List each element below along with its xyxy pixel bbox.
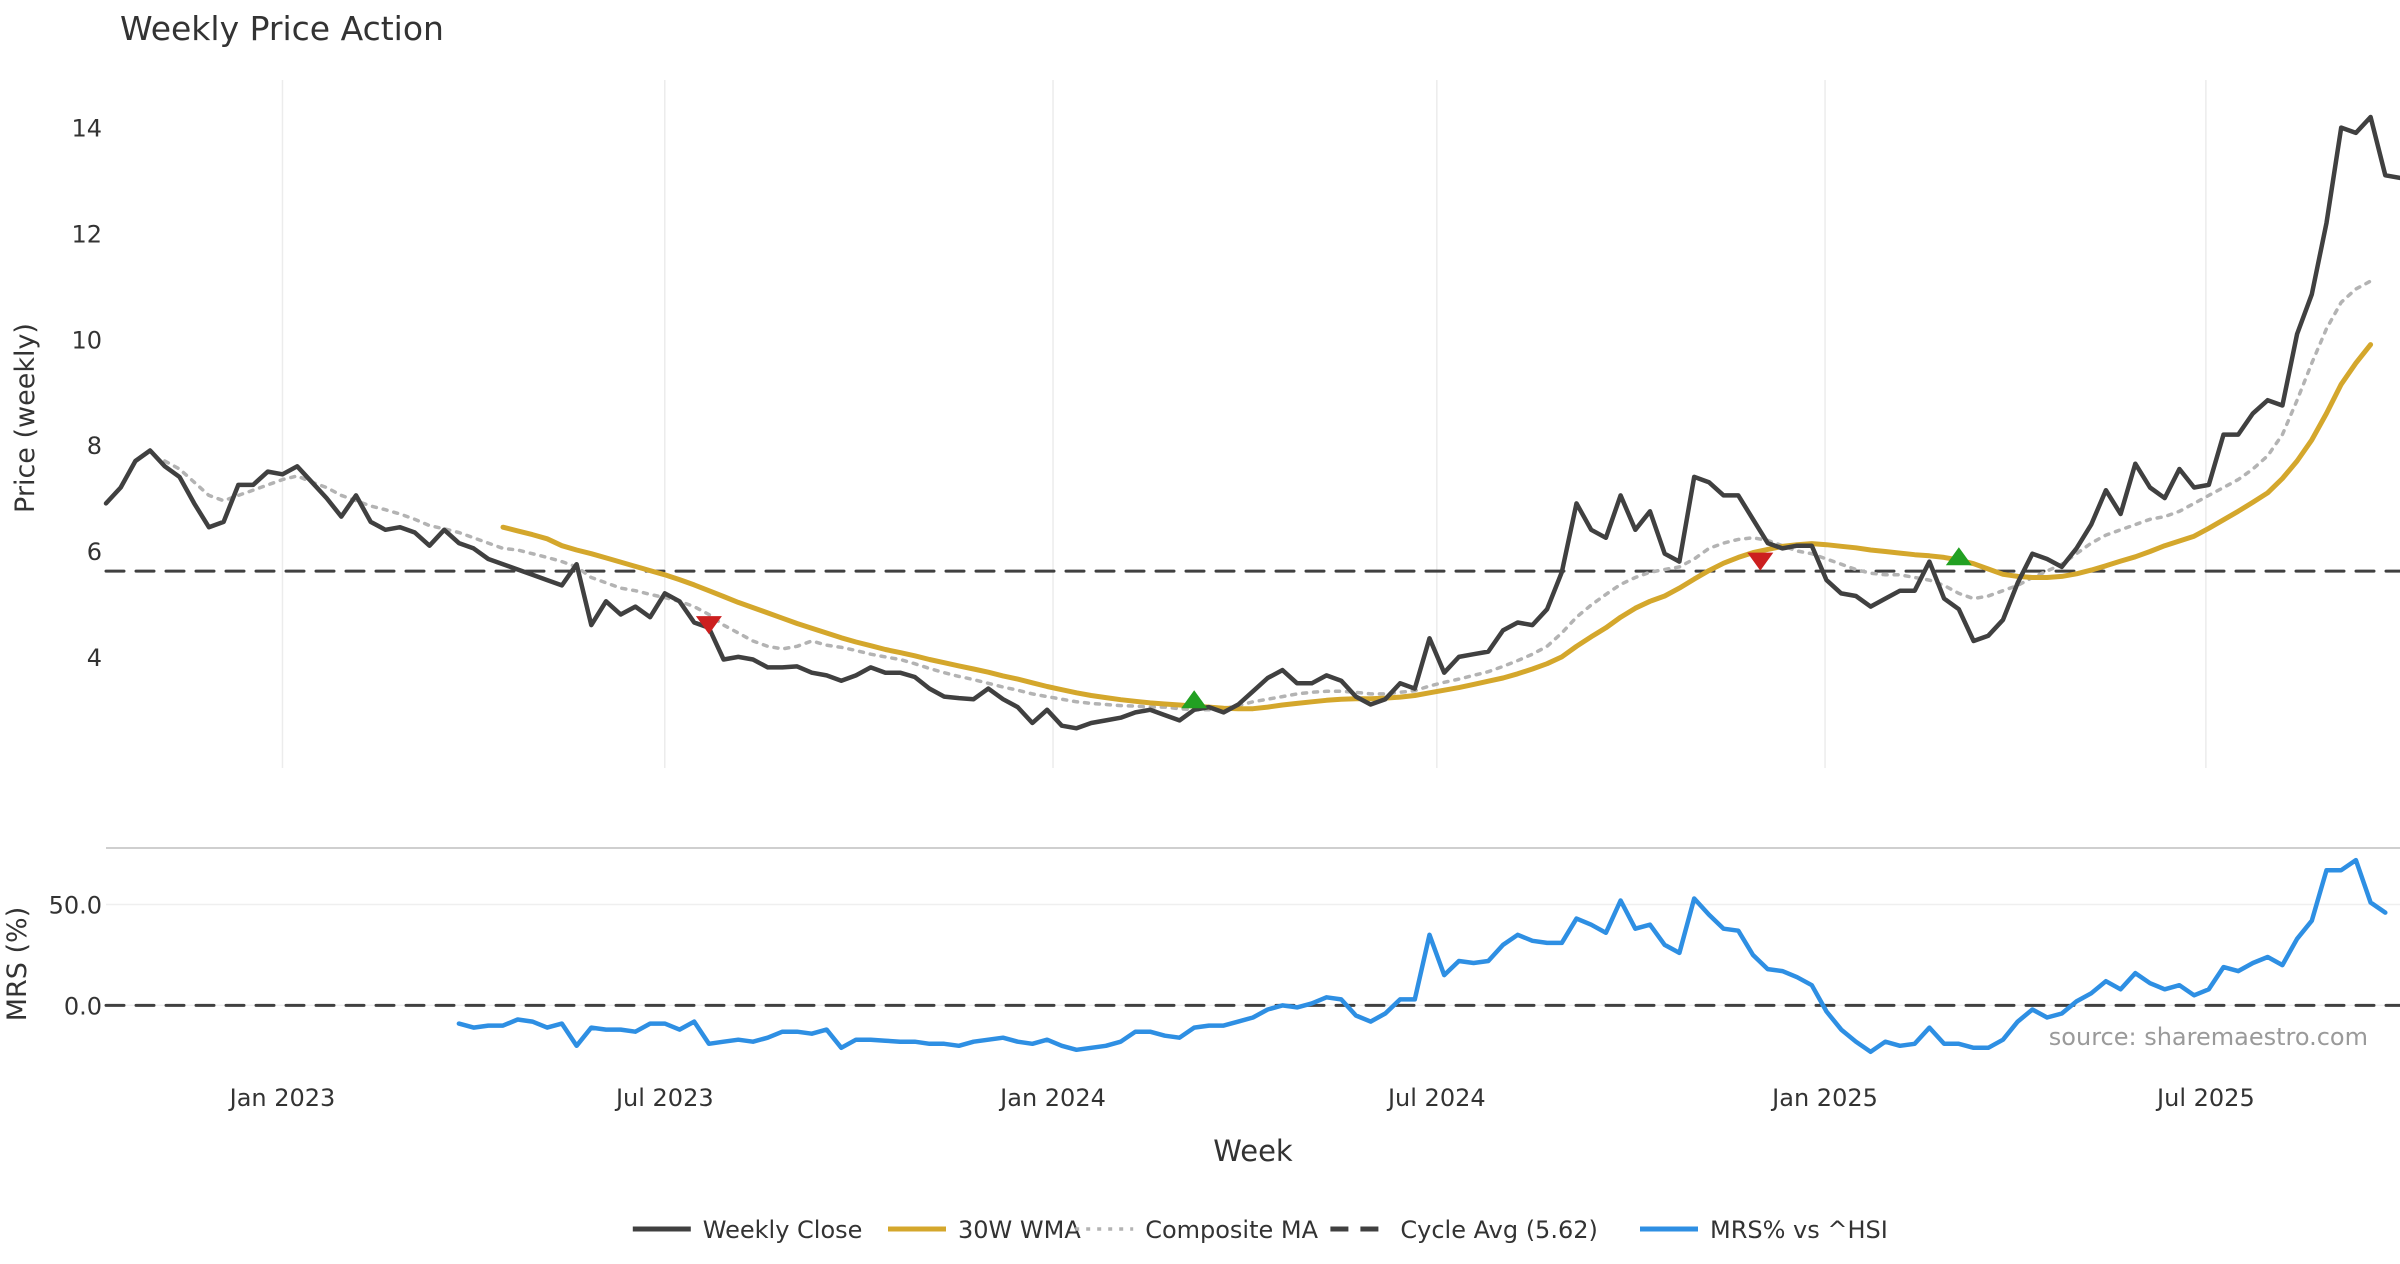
x-tick-jul-2023: Jul 2023 (614, 1084, 714, 1112)
x-tick-jul-2025: Jul 2025 (2155, 1084, 2255, 1112)
watermark: source: sharemaestro.com (2049, 1023, 2368, 1051)
x-tick-jul-2024: Jul 2024 (1386, 1084, 1486, 1112)
mrs-y-tick-0-0: 0.0 (64, 992, 102, 1020)
series-mrs-vs-hsi (456, 857, 2388, 1055)
legend-label-composite-ma: Composite MA (1145, 1216, 1318, 1244)
legend: Weekly Close 30W WMA Composite MA Cycle Avg… (632, 1216, 1888, 1244)
price-y-tick-8: 8 (87, 432, 102, 460)
mrs-y-axis-label: MRS (%) (2, 907, 33, 1022)
legend-label-cycle-avg-5-62: Cycle Avg (5.62) (1400, 1216, 1597, 1244)
price-y-tick-10: 10 (71, 326, 102, 354)
buy-signal-marker-4 (1945, 547, 1972, 566)
legend-label-30w-wma: 30W WMA (958, 1216, 1081, 1244)
price-y-axis-label: Price (weekly) (10, 323, 41, 513)
x-gridlines (281, 80, 2207, 768)
signal-markers (695, 547, 1972, 709)
series-composite-ma (163, 279, 2373, 712)
x-axis-label: Week (1213, 1134, 1293, 1168)
chart-title: Weekly Price Action (120, 9, 444, 48)
series-30w-wma (500, 342, 2374, 712)
x-tick-jan-2023: Jan 2023 (228, 1084, 336, 1112)
buy-signal-marker-2 (1181, 690, 1208, 709)
price-y-ticks: 4 6 8 10 12 14 (71, 115, 102, 672)
price-series-group (103, 114, 2400, 731)
price-y-tick-14: 14 (71, 115, 102, 143)
sell-signal-marker-1 (695, 616, 722, 635)
price-y-tick-4: 4 (87, 644, 102, 672)
legend-label-weekly-close: Weekly Close (703, 1216, 863, 1244)
x-tick-labels: Jan 2023 Jul 2023 Jan 2024 Jul 2024 Jan 2025… (228, 1084, 2255, 1112)
x-tick-jan-2025: Jan 2025 (1770, 1084, 1878, 1112)
x-tick-jan-2024: Jan 2024 (998, 1084, 1106, 1112)
mrs-series-group (104, 857, 2400, 1055)
sell-signal-marker-3 (1747, 552, 1774, 571)
mrs-y-tick-50-0: 50.0 (49, 892, 102, 920)
mrs-y-ticks: 0.0 50.0 (49, 892, 2400, 1020)
legend-label-mrs-vs-hsi: MRS% vs ^HSI (1710, 1216, 1888, 1244)
price-y-tick-12: 12 (71, 220, 102, 248)
series-weekly-close (103, 114, 2400, 731)
price-y-tick-6: 6 (87, 538, 102, 566)
